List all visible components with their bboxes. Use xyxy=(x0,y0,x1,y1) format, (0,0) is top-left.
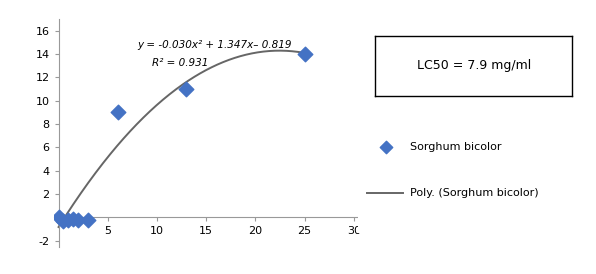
Text: Poly. (Sorghum bicolor): Poly. (Sorghum bicolor) xyxy=(410,189,539,198)
Point xyxy=(182,87,191,91)
Point xyxy=(83,218,93,222)
Point xyxy=(64,218,73,222)
Text: R² = 0.931: R² = 0.931 xyxy=(152,58,209,68)
Point xyxy=(59,219,69,223)
Text: y = -0.030x² + 1.347x– 0.819: y = -0.030x² + 1.347x– 0.819 xyxy=(137,40,292,50)
Point xyxy=(300,52,309,56)
Text: Sorghum bicolor: Sorghum bicolor xyxy=(410,142,502,152)
Point xyxy=(69,216,78,221)
Point xyxy=(113,110,122,115)
Point xyxy=(54,215,63,220)
Point xyxy=(73,218,83,222)
Text: LC50 = 7.9 mg/ml: LC50 = 7.9 mg/ml xyxy=(417,59,531,72)
